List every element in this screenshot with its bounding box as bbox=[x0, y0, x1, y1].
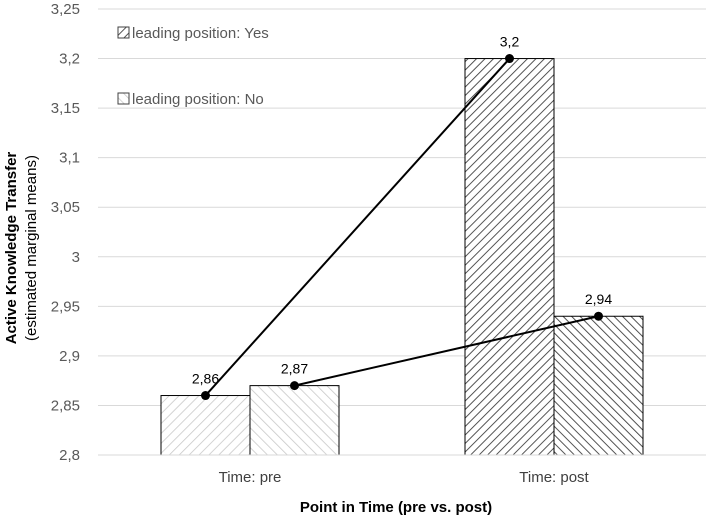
legend-label-yes: leading position: Yes bbox=[132, 25, 269, 42]
bar-yes-post bbox=[464, 58, 555, 456]
legend-swatch-no bbox=[117, 92, 130, 105]
y-axis-subtitle: (estimated marginal means) bbox=[23, 155, 40, 341]
y-axis-title: Active Knowledge Transfer bbox=[3, 152, 20, 345]
legend-swatch-yes bbox=[117, 26, 130, 39]
y-tick-label: 3,1 bbox=[59, 150, 80, 167]
y-tick-label: 2,8 bbox=[59, 447, 80, 464]
y-tick-label: 3 bbox=[72, 249, 80, 266]
y-tick-label: 2,9 bbox=[59, 348, 80, 365]
y-axis-ticks: 2,8 2,85 2,9 2,95 3 3,05 3,1 3,15 3,2 3,25 bbox=[51, 1, 80, 464]
y-tick-label: 2,85 bbox=[51, 397, 80, 414]
bar-no-pre bbox=[249, 385, 340, 456]
data-point-yes-pre bbox=[201, 391, 210, 401]
series-lines bbox=[201, 54, 603, 401]
bar-no-post bbox=[553, 315, 644, 456]
data-point-no-pre bbox=[290, 381, 299, 391]
y-tick-label: 3,25 bbox=[51, 1, 80, 18]
x-axis-title: Point in Time (pre vs. post) bbox=[300, 499, 492, 516]
y-tick-label: 2,95 bbox=[51, 298, 80, 315]
y-axis-title-group: Active Knowledge Transfer (estimated mar… bbox=[3, 152, 40, 345]
data-labels: 2,86 3,2 2,87 2,94 bbox=[192, 34, 612, 387]
gridlines bbox=[98, 8, 706, 406]
series-line-yes bbox=[204, 57, 511, 397]
data-label: 2,87 bbox=[281, 361, 308, 377]
data-label: 2,94 bbox=[585, 291, 612, 307]
series-line-no bbox=[294, 315, 599, 387]
bars bbox=[160, 58, 644, 456]
bar-yes-pre bbox=[160, 395, 251, 456]
data-point-no-post bbox=[594, 311, 603, 321]
x-category-label: Time: post bbox=[519, 469, 589, 486]
legend: leading position: Yes leading position: N… bbox=[117, 25, 269, 108]
data-label: 3,2 bbox=[500, 34, 520, 50]
x-axis-categories: Time: pre Time: post bbox=[219, 469, 590, 486]
data-label: 2,86 bbox=[192, 371, 219, 387]
y-tick-label: 3,15 bbox=[51, 100, 80, 117]
x-category-label: Time: pre bbox=[219, 469, 282, 486]
data-point-yes-post bbox=[505, 54, 514, 64]
y-tick-label: 3,2 bbox=[59, 51, 80, 68]
legend-label-no: leading position: No bbox=[132, 91, 264, 108]
y-tick-label: 3,05 bbox=[51, 199, 80, 216]
